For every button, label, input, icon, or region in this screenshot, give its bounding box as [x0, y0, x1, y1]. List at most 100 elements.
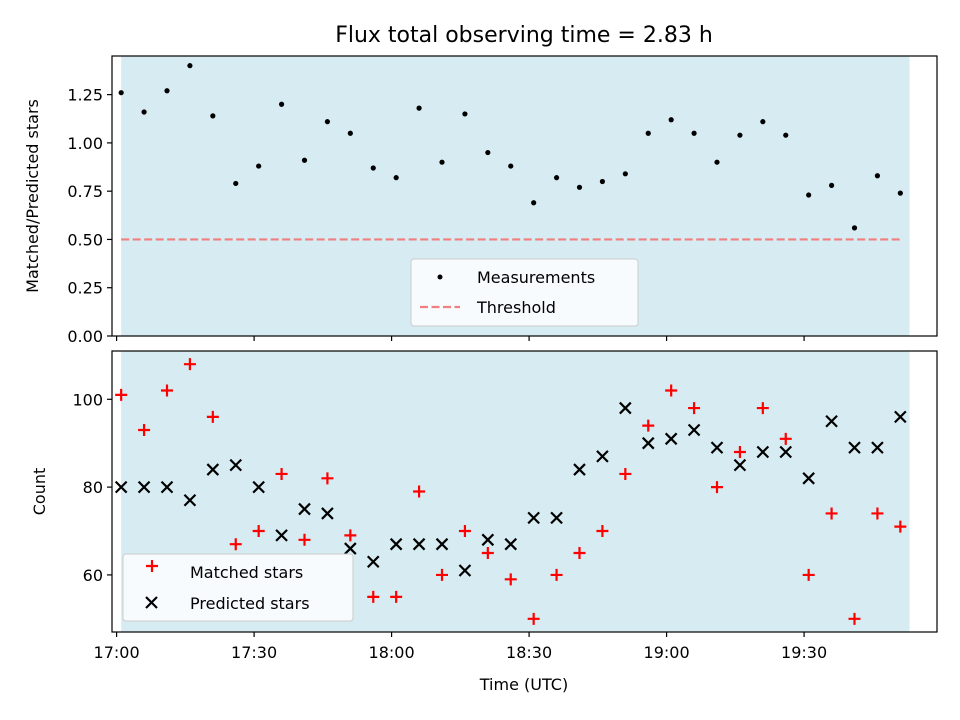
measurement-point: [508, 163, 514, 169]
top-axes-frame: [111, 55, 938, 337]
measurement-point: [531, 200, 537, 206]
matched-point: [619, 467, 632, 480]
predicted-point: [183, 494, 197, 507]
predicted-point: [848, 441, 861, 454]
matched-point: [275, 467, 288, 480]
y-tick-label: 0.50: [67, 230, 103, 249]
predicted-point: [710, 441, 724, 454]
y-tick-label: 60: [83, 566, 103, 585]
predicted-point: [160, 480, 174, 494]
matched-point: [573, 546, 586, 559]
measurement-point: [668, 117, 674, 123]
matched-point: [779, 432, 792, 445]
matched-point: [321, 472, 334, 485]
predicted-point: [206, 463, 220, 476]
matched-point: [756, 402, 769, 415]
top-legend: Measurements Threshold: [410, 258, 639, 327]
measurement-point: [485, 149, 491, 156]
predicted-point: [894, 410, 907, 424]
measurement-point: [256, 163, 262, 169]
measurement-point: [164, 88, 170, 94]
measurement-point: [783, 132, 789, 138]
matched-point: [596, 525, 609, 538]
measurement-point: [393, 175, 399, 181]
matched-point: [390, 590, 403, 603]
x-tick-label: 19:00: [644, 643, 690, 662]
matched-point: [665, 384, 678, 397]
measurement-point: [737, 132, 743, 138]
measurement-point: [599, 178, 606, 185]
chart-title: Flux total observing time = 2.83 h: [335, 23, 713, 48]
measurement-point: [370, 165, 376, 171]
top-x-ticks: [115, 336, 805, 341]
x-tick-label: 17:00: [94, 643, 140, 662]
matched-point: [894, 520, 907, 533]
predicted-point: [641, 436, 655, 450]
matched-point: [527, 612, 540, 625]
predicted-point: [802, 472, 815, 485]
predicted-point: [321, 507, 334, 520]
x-tick-label: 18:30: [506, 643, 552, 662]
matched-point: [298, 533, 311, 546]
matched-point: [688, 402, 701, 415]
y-tick-label: 80: [83, 478, 103, 497]
predicted-point: [825, 414, 838, 428]
predicted-point: [298, 502, 311, 516]
measurement-point: [187, 63, 193, 69]
measurement-point: [806, 192, 812, 198]
predicted-point: [687, 423, 701, 437]
matched-point: [161, 384, 173, 397]
measurement-point: [828, 182, 835, 188]
predicted-point: [252, 480, 265, 494]
legend-predicted-marker: [145, 596, 158, 609]
measurement-point: [439, 159, 445, 165]
matched-point: [550, 568, 563, 581]
y-tick-label: 100: [72, 390, 103, 409]
matched-point: [871, 507, 884, 520]
predicted-point: [114, 480, 128, 494]
matched-point: [711, 481, 723, 494]
predicted-point: [550, 511, 563, 525]
matched-point: [458, 525, 471, 538]
predicted-point: [619, 401, 632, 415]
measurement-point: [324, 119, 331, 125]
matched-point: [642, 419, 655, 432]
predicted-point: [573, 463, 586, 476]
bottom-legend-box: [122, 553, 354, 622]
y-tick-label: 0.00: [67, 327, 103, 346]
top-legend-box: [410, 258, 639, 327]
legend-predicted-label: Predicted stars: [190, 594, 310, 613]
predicted-point: [756, 445, 770, 459]
predicted-point: [229, 458, 243, 472]
x-tick-label: 17:30: [231, 643, 277, 662]
bottom-x-ticks: 17:00 17:30 18:00 18:30 19:00 19:30: [94, 632, 827, 662]
matched-point: [367, 590, 380, 603]
predicted-point: [435, 537, 449, 551]
measurement-point: [714, 159, 720, 165]
x-tick-label: 18:00: [369, 643, 415, 662]
predicted-point: [664, 432, 678, 446]
predicted-point: [366, 555, 380, 569]
predicted-point: [871, 441, 884, 454]
y-tick-label: 0.25: [67, 279, 103, 298]
top-data-layer: [118, 63, 903, 241]
measurement-point: [874, 173, 881, 179]
predicted-point: [344, 542, 357, 555]
bottom-legend: Matched stars Predicted stars: [122, 553, 354, 622]
y-tick-label: 1.00: [67, 134, 103, 153]
predicted-point: [527, 511, 540, 525]
measurement-point: [347, 130, 353, 136]
bottom-axes-frame: [111, 350, 938, 633]
predicted-point: [504, 537, 518, 551]
matched-point: [229, 538, 242, 551]
matched-point: [183, 358, 196, 371]
matched-point: [413, 485, 426, 498]
legend-measurements-label: Measurements: [477, 268, 595, 287]
matched-point: [733, 445, 746, 458]
x-axis-label: Time (UTC): [479, 675, 568, 694]
matched-point: [436, 568, 448, 581]
predicted-point: [733, 458, 747, 472]
legend-measurements-marker: [437, 274, 443, 280]
measurement-point: [691, 130, 697, 136]
matched-point: [344, 529, 357, 542]
